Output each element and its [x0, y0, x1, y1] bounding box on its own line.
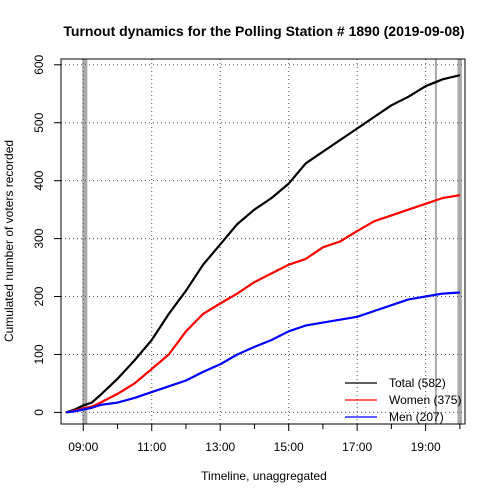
y-axis: 0 100 200 300 400 500 600	[32, 54, 61, 416]
gray-bands	[82, 59, 462, 424]
y-tick-label: 300	[32, 228, 46, 248]
y-tick-label: 100	[32, 344, 46, 364]
x-tick-label: 15:00	[274, 440, 304, 454]
legend-label-2: Men (207)	[389, 410, 444, 424]
x-tick-label: 09:00	[68, 440, 98, 454]
gray-band-1	[434, 59, 437, 424]
gray-band-2	[457, 59, 462, 424]
series-line-2	[65, 291, 460, 414]
y-tick-label: 400	[32, 170, 46, 190]
gray-band-0	[82, 59, 88, 424]
legend-label-1: Women (375)	[389, 393, 461, 407]
series-line-1	[65, 194, 461, 414]
y-tick-label: 0	[32, 409, 46, 416]
chart-title: Turnout dynamics for the Polling Station…	[63, 23, 464, 39]
series-group	[65, 74, 461, 414]
y-tick-label: 500	[32, 112, 46, 132]
x-tick-label: 17:00	[342, 440, 372, 454]
legend: Total (582) Women (375) Men (207)	[345, 376, 461, 424]
grid-lines	[61, 59, 465, 424]
plot-frame	[60, 58, 466, 425]
x-axis-label: Timeline, unaggregated	[201, 469, 327, 483]
y-tick-label: 600	[32, 54, 46, 74]
x-tick-label: 11:00	[137, 440, 166, 454]
x-axis: 09:00 11:00 13:00 15:00 17:00 19:00	[68, 423, 461, 454]
x-tick-label: 19:00	[411, 440, 441, 454]
legend-label-0: Total (582)	[389, 376, 446, 390]
x-tick-label: 13:00	[205, 440, 235, 454]
y-tick-label: 200	[32, 286, 46, 306]
series-line-0	[65, 74, 461, 414]
y-axis-label: Cumulated number of voters recorded	[2, 140, 16, 342]
